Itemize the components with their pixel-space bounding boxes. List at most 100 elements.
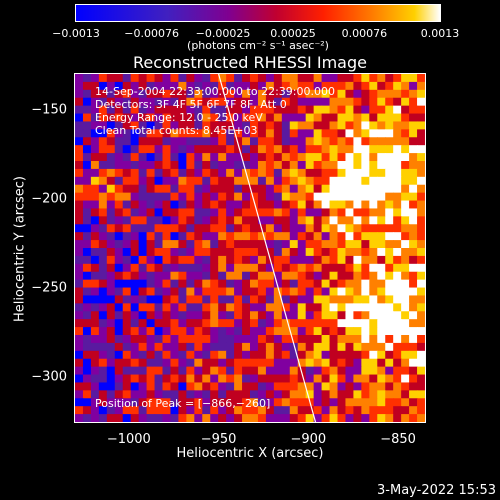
heatmap-cell <box>297 216 307 225</box>
heatmap-cell <box>242 271 251 281</box>
heatmap-cell <box>265 176 275 186</box>
heatmap-cell <box>122 105 132 115</box>
heatmap-cell <box>154 121 164 130</box>
heatmap-cell <box>265 208 275 217</box>
heatmap-cell <box>98 248 108 257</box>
heatmap-cell <box>385 335 394 344</box>
heatmap-cell <box>98 168 108 178</box>
heatmap-cell <box>82 200 92 210</box>
heatmap-cell <box>385 374 394 384</box>
heatmap-cell <box>401 414 410 422</box>
heatmap-cell <box>281 398 291 407</box>
heatmap-cell <box>353 335 362 344</box>
heatmap-cell <box>162 145 172 154</box>
heatmap-cell <box>226 350 235 360</box>
heatmap-cell <box>114 161 124 170</box>
heatmap-cell <box>90 382 100 391</box>
heatmap-cell <box>281 208 291 217</box>
heatmap-cell <box>170 240 179 249</box>
heatmap-cell <box>226 129 235 138</box>
heatmap-cell <box>114 335 124 344</box>
heatmap-cell <box>162 105 172 115</box>
heatmap-cell <box>345 129 354 138</box>
heatmap-cell <box>409 113 418 123</box>
heatmap-cell <box>146 327 156 336</box>
heatmap-cell <box>377 105 386 115</box>
heatmap-cell <box>210 263 219 273</box>
heatmap-cell <box>289 279 299 289</box>
heatmap-cell <box>178 89 187 99</box>
heatmap-cell <box>297 97 307 107</box>
heatmap-cell <box>242 81 251 91</box>
heatmap-cell <box>289 255 299 265</box>
heatmap-cell <box>82 311 92 320</box>
heatmap-cell <box>393 350 402 360</box>
heatmap-cell <box>265 74 275 83</box>
heatmap-cell <box>138 366 148 376</box>
heatmap-cell <box>106 319 116 328</box>
heatmap-cell <box>82 350 92 360</box>
heatmap-cell <box>321 97 331 107</box>
heatmap-cell <box>75 153 84 162</box>
heatmap-cell <box>417 398 425 407</box>
heatmap-cell <box>226 89 235 99</box>
heatmap-cell <box>90 398 100 407</box>
heatmap-cell <box>369 216 378 225</box>
heatmap-cell <box>154 105 164 115</box>
heatmap-cell <box>178 137 187 146</box>
heatmap-cell <box>90 97 100 107</box>
heatmap-cell <box>146 200 156 210</box>
heatmap-cell <box>106 97 116 107</box>
heatmap-cell <box>297 255 307 265</box>
heatmap-cell <box>337 406 347 415</box>
heatmap-cell <box>345 319 354 328</box>
heatmap-cell <box>289 97 299 107</box>
heatmap-cell <box>409 153 418 162</box>
heatmap-cell <box>75 303 84 312</box>
heatmap-cell <box>273 366 283 376</box>
heatmap-cell <box>75 358 84 368</box>
heatmap-cell <box>273 358 283 368</box>
heatmap-cell <box>297 414 307 422</box>
heatmap-cell <box>154 327 164 336</box>
heatmap-cell <box>186 248 195 257</box>
heatmap-cell <box>186 81 195 91</box>
heatmap-cell <box>417 319 425 328</box>
heatmap-cell <box>281 161 291 170</box>
heatmap-cell <box>289 216 299 225</box>
heatmap-cell <box>202 145 211 154</box>
heatmap-cell <box>186 342 195 352</box>
heatmap-cell <box>250 81 259 91</box>
heatmap-cell <box>75 113 84 123</box>
heatmap-cell <box>385 271 394 281</box>
heatmap-cell <box>409 184 418 194</box>
heatmap-cell <box>90 176 100 186</box>
heatmap-cell <box>305 414 315 422</box>
heatmap-cell <box>345 414 354 422</box>
heatmap-cell <box>194 255 203 265</box>
heatmap-cell <box>401 248 410 257</box>
heatmap-cell <box>385 176 394 186</box>
heatmap-cell <box>265 121 275 130</box>
heatmap-cell <box>82 184 92 194</box>
heatmap-cell <box>281 295 291 304</box>
heatmap-cell <box>130 153 140 162</box>
heatmap-cell <box>321 263 331 273</box>
heatmap-cell <box>297 105 307 115</box>
heatmap-cell <box>82 366 92 376</box>
heatmap-cell <box>353 303 362 312</box>
heatmap-cell <box>361 303 370 312</box>
heatmap-cell <box>281 176 291 186</box>
heatmap-cell <box>106 184 116 194</box>
heatmap-cell <box>281 137 291 146</box>
heatmap-cell <box>305 121 315 130</box>
heatmap-cell <box>265 414 275 422</box>
heatmap-cell <box>345 81 354 91</box>
heatmap-cell <box>273 240 283 249</box>
heatmap-cell <box>106 327 116 336</box>
heatmap-cell <box>313 145 323 154</box>
heatmap-cell <box>146 129 156 138</box>
heatmap-cell <box>289 342 299 352</box>
heatmap-cell <box>329 287 339 297</box>
heatmap-cell <box>242 224 251 233</box>
